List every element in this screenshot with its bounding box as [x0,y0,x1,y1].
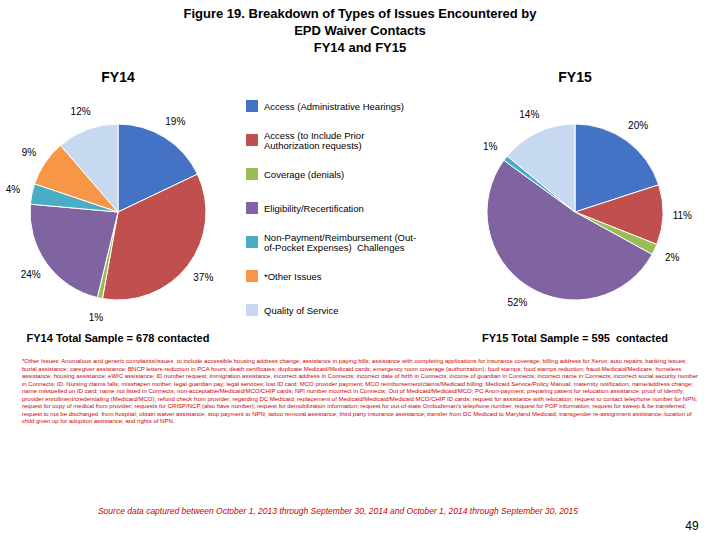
legend-entry: Quality of Service [264,305,338,316]
legend-entry: Coverage (denials) [264,169,344,180]
data-label: 4% [6,184,21,195]
pie-title: FY15 [558,69,592,85]
pie-slice: Quality of Service [61,124,118,212]
total-label: FY15 Total Sample = 595 contacted [482,332,668,344]
data-label: 9% [22,147,37,158]
source-note: Source data captured between October 1, … [98,506,578,516]
data-label: 19% [165,116,185,127]
legend-swatch [246,100,258,112]
legend-swatch [246,168,258,180]
total-label: FY14 Total Sample = 678 contacted [27,332,210,344]
data-label: 1% [89,312,104,323]
legend-swatch [246,236,258,248]
legend-entry: *Other Issues [264,271,322,282]
footnote: *Other Issues: Anomalous and generic com… [22,358,698,426]
pie: Access (Administrative Hearings)Access (… [487,124,663,300]
title: EPD Waiver Contacts [294,23,426,38]
data-label: 2% [665,252,680,263]
data-label: 11% [673,210,692,221]
legend-swatch [246,202,258,214]
data-label: 1% [483,141,498,152]
page-number: 49 [685,519,699,533]
pie-title: FY14 [101,69,135,85]
chart: Figure 19. Breakdown of Types of Issues … [0,0,720,540]
legend-entry: Access (Administrative Hearings) [264,101,404,112]
legend-entry: Non-Payment/Reimbursement (Out-of-Pocket… [264,231,416,252]
legend-swatch [246,270,258,282]
legend-swatch [246,304,258,316]
data-label: 20% [628,120,648,131]
data-label: 24% [21,269,41,280]
pie-slice: Quality of Service [507,124,575,212]
pie-slice: Eligibility/Recertification [30,204,118,297]
data-label: 52% [507,297,527,308]
legend-entry: Eligibility/Recertification [264,203,364,214]
data-label: 12% [71,106,91,117]
data-label: 37% [193,272,213,283]
legend: Access (Administrative Hearings) Access (… [246,100,416,316]
page: {"title": ["Figure 19. Breakdown of Type… [0,0,720,540]
title: FY14 and FY15 [314,40,406,55]
legend-swatch [246,134,258,146]
pie: Access (Administrative Hearings)Access (… [30,124,206,300]
title: Figure 19. Breakdown of Types of Issues … [183,6,537,21]
data-label: 14% [519,109,539,120]
legend-entry: Access (to Include PriorAuthorization re… [264,129,364,150]
